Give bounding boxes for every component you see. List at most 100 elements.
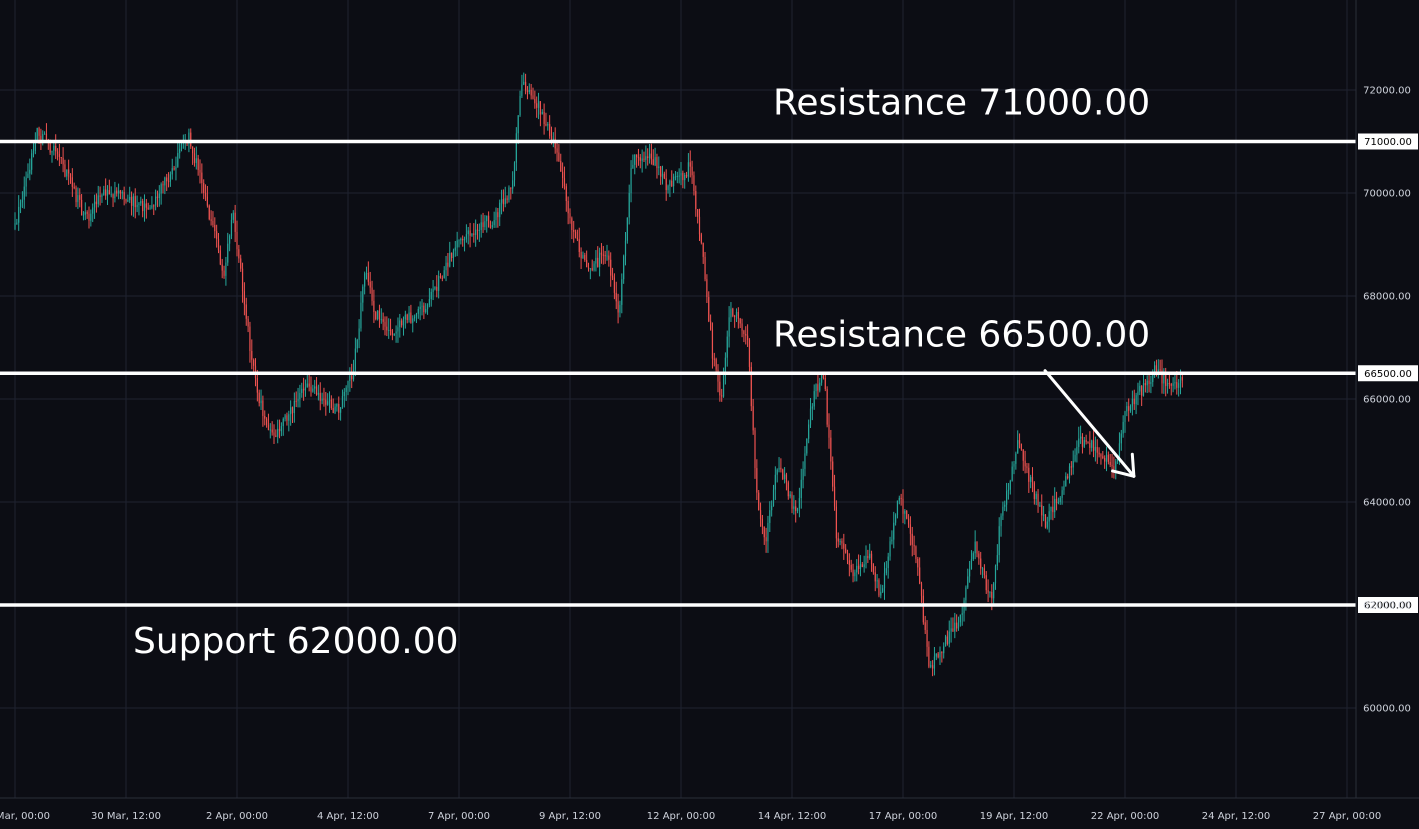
candle-body	[125, 199, 127, 202]
candle-body	[643, 158, 645, 160]
candle-body	[445, 262, 447, 271]
candle-body	[434, 286, 436, 290]
candle-body	[698, 216, 701, 235]
candle-body	[876, 580, 878, 582]
candle-body	[647, 156, 649, 159]
candle-body	[373, 300, 375, 313]
candle-body	[523, 81, 525, 85]
candle-body	[195, 158, 197, 163]
candle-body	[204, 192, 207, 197]
candle-body	[1148, 380, 1150, 384]
candle-body	[438, 276, 440, 291]
candle-body	[693, 175, 695, 191]
candle-body	[56, 151, 59, 154]
candle-body	[1017, 440, 1019, 454]
candle-body	[134, 196, 136, 208]
candle-body	[284, 415, 286, 419]
candle-body	[197, 158, 199, 170]
candle-body	[180, 143, 183, 149]
candle-body	[260, 400, 262, 404]
candle-body	[238, 249, 240, 259]
candle-body	[156, 196, 159, 199]
candle-body	[508, 187, 510, 200]
candle-body	[1057, 502, 1059, 504]
candle-body	[1089, 442, 1091, 448]
candle-body	[667, 185, 669, 191]
candle-body	[315, 386, 318, 395]
candle-body	[917, 558, 919, 568]
candle-body	[987, 590, 989, 593]
candle-body	[399, 320, 401, 328]
candle-body	[397, 327, 399, 332]
candle-body	[1105, 454, 1108, 462]
level-price-tag-text: 71000.00	[1364, 137, 1412, 148]
candle-body	[800, 479, 802, 499]
candle-body	[129, 196, 131, 201]
candles	[14, 72, 1183, 677]
candle-body	[1131, 398, 1133, 407]
candle-body	[1150, 382, 1152, 384]
candle-body	[1043, 514, 1045, 516]
candle-body	[1094, 446, 1096, 451]
candle-body	[1039, 505, 1041, 507]
candle-body	[848, 560, 850, 565]
candle-body	[499, 202, 501, 218]
candle-body	[747, 335, 749, 341]
candle-body	[610, 259, 612, 276]
candle-body	[967, 576, 969, 588]
candle-body	[295, 400, 297, 402]
candle-body	[206, 196, 208, 206]
candle-body	[1102, 456, 1104, 459]
candle-body	[674, 176, 677, 178]
candle-body	[138, 203, 140, 205]
candle-body	[297, 399, 299, 402]
candle-body	[476, 229, 479, 231]
candle-body	[896, 500, 899, 516]
candle-body	[578, 239, 580, 252]
candle-body	[145, 203, 147, 208]
candle-body	[1168, 382, 1170, 384]
candle-body	[162, 184, 164, 186]
price-axis: 60000.00 62000.00 64000.00 66000.00 68000.00…	[1363, 86, 1411, 715]
candle-body	[288, 414, 290, 421]
candle-body	[1113, 466, 1115, 471]
candle-body	[1078, 438, 1080, 447]
candle-body	[706, 279, 708, 298]
candle-body	[112, 194, 114, 199]
candle-body	[456, 240, 458, 248]
candle-body	[711, 329, 714, 359]
candle-body	[1031, 477, 1034, 483]
candle-body	[395, 331, 397, 334]
candle-body	[118, 190, 120, 194]
candle-body	[722, 375, 725, 397]
candle-body	[99, 195, 101, 197]
candle-body	[1067, 476, 1069, 479]
candle-body	[556, 148, 558, 153]
candle-body	[173, 168, 175, 170]
candle-body	[23, 186, 25, 200]
candle-body	[336, 403, 338, 407]
candle-body	[628, 193, 630, 218]
candle-body	[402, 319, 405, 326]
candle-body	[423, 305, 425, 313]
candle-body	[571, 218, 573, 231]
candle-body	[97, 195, 99, 205]
candle-body	[1022, 449, 1024, 461]
candle-body	[267, 424, 270, 431]
candle-body	[79, 195, 81, 200]
candle-body	[1063, 486, 1065, 491]
candle-body	[756, 468, 758, 493]
candle-body	[624, 240, 627, 257]
candle-body	[1172, 383, 1174, 386]
candle-body	[684, 174, 686, 181]
candle-body	[360, 302, 362, 329]
candle-body	[865, 555, 867, 565]
candle-body	[325, 399, 327, 405]
candle-body	[327, 401, 329, 405]
candle-body	[919, 567, 921, 584]
candle-body	[484, 221, 486, 228]
candle-body	[944, 636, 947, 647]
gridlines	[0, 0, 1356, 798]
candle-body	[534, 98, 536, 104]
candle-body	[789, 494, 791, 497]
